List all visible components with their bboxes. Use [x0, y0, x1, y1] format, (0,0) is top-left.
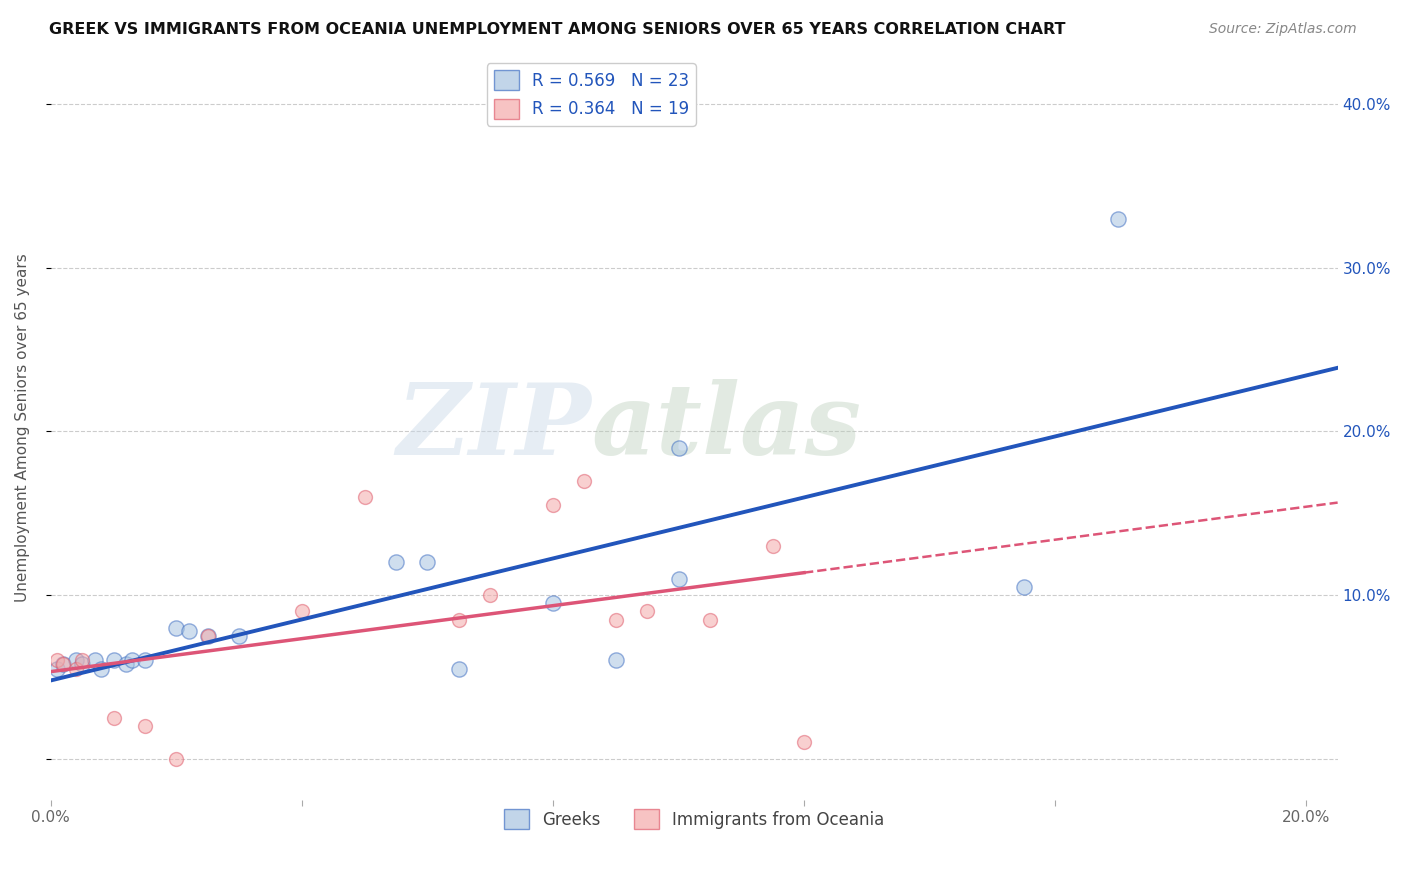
Point	[165, 621, 187, 635]
Point	[197, 629, 219, 643]
Text: Source: ZipAtlas.com: Source: ZipAtlas.com	[1209, 22, 1357, 37]
Point	[479, 588, 502, 602]
Point	[291, 604, 314, 618]
Point	[65, 662, 87, 676]
Point	[385, 555, 408, 569]
Point	[416, 555, 439, 569]
Point	[70, 657, 93, 671]
Point	[605, 613, 627, 627]
Point	[115, 657, 138, 671]
Point	[668, 572, 690, 586]
Point	[1012, 580, 1035, 594]
Point	[134, 653, 156, 667]
Point	[1107, 211, 1129, 226]
Point	[762, 539, 785, 553]
Point	[46, 653, 69, 667]
Point	[353, 490, 375, 504]
Point	[70, 653, 93, 667]
Point	[541, 596, 564, 610]
Point	[447, 613, 470, 627]
Point	[134, 719, 156, 733]
Point	[65, 653, 87, 667]
Point	[668, 441, 690, 455]
Point	[165, 751, 187, 765]
Point	[197, 629, 219, 643]
Point	[46, 662, 69, 676]
Point	[228, 629, 250, 643]
Point	[605, 653, 627, 667]
Point	[83, 653, 105, 667]
Point	[793, 735, 815, 749]
Point	[52, 657, 75, 671]
Point	[541, 498, 564, 512]
Text: atlas: atlas	[592, 379, 862, 475]
Legend: Greeks, Immigrants from Oceania: Greeks, Immigrants from Oceania	[498, 802, 891, 836]
Point	[447, 662, 470, 676]
Point	[177, 624, 200, 638]
Point	[90, 662, 112, 676]
Point	[636, 604, 658, 618]
Text: GREEK VS IMMIGRANTS FROM OCEANIA UNEMPLOYMENT AMONG SENIORS OVER 65 YEARS CORREL: GREEK VS IMMIGRANTS FROM OCEANIA UNEMPLO…	[49, 22, 1066, 37]
Point	[52, 657, 75, 671]
Point	[103, 653, 125, 667]
Text: ZIP: ZIP	[396, 379, 592, 475]
Y-axis label: Unemployment Among Seniors over 65 years: Unemployment Among Seniors over 65 years	[15, 253, 30, 602]
Point	[699, 613, 721, 627]
Point	[121, 653, 143, 667]
Point	[574, 474, 596, 488]
Point	[103, 711, 125, 725]
